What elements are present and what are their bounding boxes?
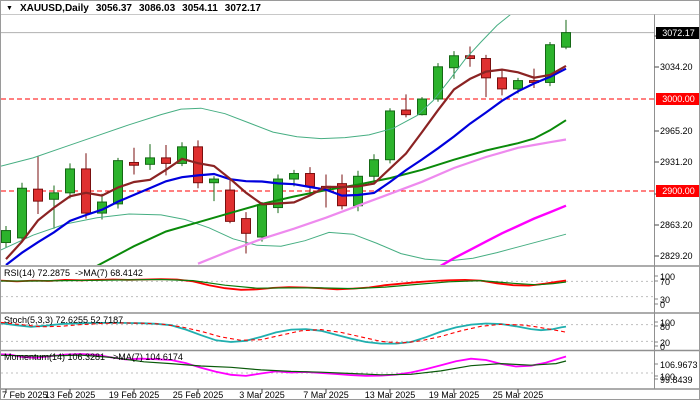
candle-body xyxy=(145,157,155,165)
candle-body xyxy=(225,189,235,222)
rsi-scale-label: 0 xyxy=(660,300,666,310)
candle-body xyxy=(1,230,11,244)
ma-fast-line xyxy=(5,64,567,260)
ma-slow-line xyxy=(96,119,567,265)
candle-body xyxy=(497,77,507,90)
price-level-badge: 2900.00 xyxy=(656,185,699,197)
date-axis-label[interactable]: 7 Feb 2025 xyxy=(2,390,48,400)
stoch-d-line xyxy=(1,321,567,344)
candles-layer xyxy=(1,19,571,254)
candle-body xyxy=(305,173,315,187)
candle-body xyxy=(209,178,219,184)
candle-body xyxy=(465,55,475,60)
momentum-scale-label: 106.9673 xyxy=(660,360,698,370)
candle-body xyxy=(433,66,443,100)
rsi-indicator-label: RSI(14) 72.2875 ->MA(7) 68.4142 xyxy=(4,268,143,278)
ma-longest-line xyxy=(439,204,567,265)
date-axis-label[interactable]: 19 Feb 2025 xyxy=(108,390,160,400)
candle-body xyxy=(33,188,43,202)
momentum-line xyxy=(1,353,567,377)
title-close: 3072.17 xyxy=(224,3,261,14)
stoch-pane[interactable] xyxy=(1,321,654,345)
date-axis-label[interactable]: 13 Mar 2025 xyxy=(364,390,416,400)
title-symbol-period: XAUUSD,Daily xyxy=(19,3,89,14)
ma-mid-line xyxy=(5,67,567,265)
main-chart-pane[interactable] xyxy=(1,4,654,267)
stoch-scale-label: 100 xyxy=(660,318,676,328)
momentum-scale-label: 99.8439 xyxy=(660,375,693,385)
date-axis-label[interactable]: 25 Mar 2025 xyxy=(492,390,544,400)
candle-body xyxy=(81,168,91,214)
candle-body xyxy=(65,168,75,194)
candle-body xyxy=(241,218,251,234)
date-axis-label[interactable]: 7 Mar 2025 xyxy=(303,390,349,400)
candle-body xyxy=(113,160,123,205)
title-open: 3056.37 xyxy=(95,3,132,14)
momentum-scale-label: 100 xyxy=(660,372,676,382)
candle-body xyxy=(449,55,459,69)
momentum-pane[interactable] xyxy=(1,353,654,377)
stoch-scale-label: 0 xyxy=(660,342,666,352)
date-axis-label[interactable]: 19 Mar 2025 xyxy=(428,390,480,400)
price-axis-label[interactable]: 2863.20 xyxy=(660,220,693,230)
candle-body xyxy=(481,58,491,79)
price-axis-label[interactable]: 2931.20 xyxy=(660,157,693,167)
rsi-pane[interactable] xyxy=(1,278,654,298)
stoch-scale-label: 20 xyxy=(660,338,671,348)
ma-long-line xyxy=(197,138,567,265)
date-axis-label[interactable]: 13 Feb 2025 xyxy=(44,390,96,400)
date-axis-label[interactable]: 3 Mar 2025 xyxy=(239,390,285,400)
stoch-scale-label: 80 xyxy=(660,322,671,332)
title-high: 3086.03 xyxy=(139,3,176,14)
candle-body xyxy=(401,109,411,116)
symbol-dropdown-arrow-icon[interactable]: ▼ xyxy=(6,4,13,12)
current-price-badge: 3072.17 xyxy=(656,27,699,39)
candle-body xyxy=(545,44,555,83)
stoch-indicator-label: Stoch(5,3,3) 72.6255 52.7187 xyxy=(4,315,124,325)
candle-body xyxy=(369,159,379,177)
lower-band-line xyxy=(1,213,567,262)
candle-body xyxy=(353,175,363,207)
candle-body xyxy=(289,173,299,180)
title-low: 3054.11 xyxy=(182,3,218,14)
candle-body xyxy=(385,110,395,161)
candle-body xyxy=(49,192,59,200)
rsi-scale-label: 100 xyxy=(660,272,676,282)
price-axis-label[interactable]: 2829.20 xyxy=(660,251,693,261)
price-axis-label[interactable]: 2965.20 xyxy=(660,126,693,136)
candle-body xyxy=(257,204,267,238)
candle-body xyxy=(177,146,187,164)
momentum-ma-line xyxy=(1,354,567,376)
chart-frame xyxy=(1,14,699,393)
candle-body xyxy=(513,80,523,90)
rsi-scale-label: 70 xyxy=(660,277,671,287)
price-level-badge: 3000.00 xyxy=(656,93,699,105)
candle-body xyxy=(129,161,139,166)
candle-body xyxy=(417,98,427,116)
rsi-ma-line xyxy=(1,278,567,290)
candle-body xyxy=(17,187,27,239)
candle-body xyxy=(161,157,171,164)
price-axis-label[interactable]: 3034.20 xyxy=(660,62,693,72)
date-axis-label[interactable]: 25 Feb 2025 xyxy=(172,390,224,400)
momentum-indicator-label: Momentum(14) 106.3281 ->MA(7) 104.6174 xyxy=(4,352,183,362)
rsi-scale-label: 30 xyxy=(660,295,671,305)
candle-body xyxy=(561,32,571,48)
upper-band-line xyxy=(1,15,511,167)
chart-title: ▼ XAUUSD,Daily 3056.37 3086.03 3054.11 3… xyxy=(6,3,261,14)
candle-body xyxy=(273,178,283,209)
